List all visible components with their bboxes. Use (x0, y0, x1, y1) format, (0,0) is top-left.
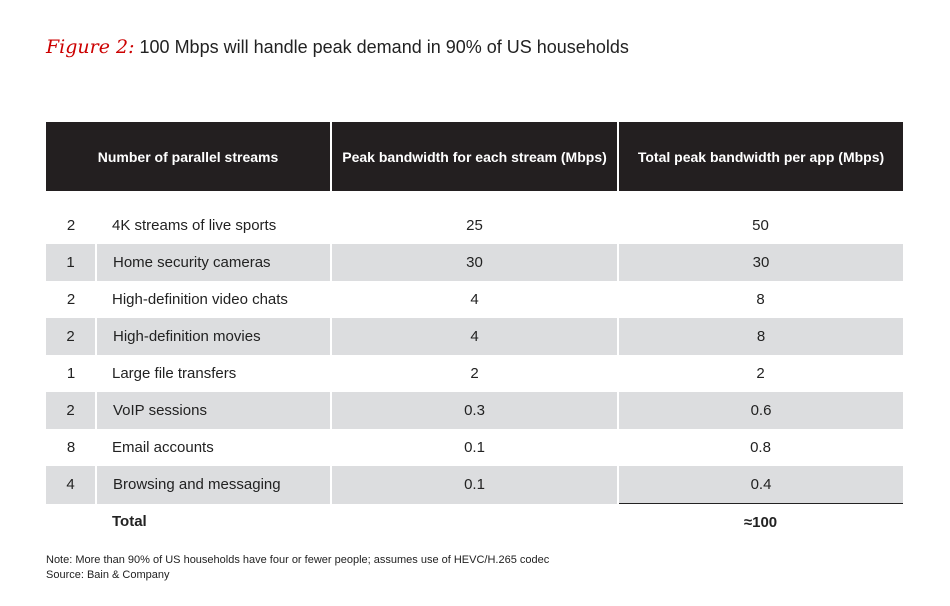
table-row: 2 High-definition movies 4 8 (46, 318, 904, 355)
table-row: 1 Large file transfers 2 2 (46, 355, 903, 392)
stream-count-cell: 2 (46, 392, 97, 429)
stream-count-cell: 2 (66, 217, 76, 234)
app-name-cell: Home security cameras (96, 244, 333, 281)
peak-bandwidth-cell: 4 (331, 318, 620, 355)
stream-count-cell: 2 (66, 291, 76, 308)
peak-bandwidth-cell: 4 (470, 291, 479, 308)
peak-bandwidth-cell: 0.1 (331, 466, 620, 504)
figure-title: Figure 2: 100 Mbps will handle peak dema… (46, 36, 629, 58)
total-bandwidth-cell: 0.6 (618, 392, 904, 429)
total-bandwidth-cell: 2 (756, 365, 765, 382)
footnote-text: Note: More than 90% of US households hav… (46, 554, 550, 566)
app-name-cell: 4K streams of live sports (112, 217, 277, 234)
stream-count-cell: 1 (66, 365, 76, 382)
table-row: 2 High-definition video chats 4 8 (46, 281, 903, 318)
app-name-cell: VoIP sessions (96, 392, 333, 429)
footnote: Note: More than 90% of US households hav… (46, 553, 549, 583)
total-row: Total ≈100 (46, 504, 903, 541)
source-text: Source: Bain & Company (46, 569, 170, 581)
peak-bandwidth-cell: 0.3 (331, 392, 620, 429)
total-bandwidth-cell: 0.8 (750, 439, 771, 456)
total-bandwidth-cell: 50 (752, 217, 769, 234)
table-body: 2 4K streams of live sports 25 50 1 Home secu… (46, 207, 904, 504)
app-name-cell: Email accounts (112, 439, 214, 456)
app-name-cell: High-definition movies (96, 318, 333, 355)
total-bandwidth-cell: 8 (756, 291, 765, 308)
header-total-per-app: Total peak bandwidth per app (Mbps) (618, 122, 904, 191)
peak-bandwidth-cell: 30 (331, 244, 620, 281)
stream-count-cell: 4 (46, 466, 97, 504)
figure-title-text: 100 Mbps will handle peak demand in 90% … (139, 37, 629, 57)
total-bandwidth-cell: 8 (618, 318, 904, 355)
table-row: 8 Email accounts 0.1 0.8 (46, 429, 903, 466)
table-row: 2 4K streams of live sports 25 50 (46, 207, 903, 244)
app-name-cell: High-definition video chats (112, 291, 288, 308)
stream-count-cell: 8 (66, 439, 76, 456)
total-label: Total (112, 513, 147, 531)
table-row: 2 VoIP sessions 0.3 0.6 (46, 392, 904, 429)
header-peak-per-stream: Peak bandwidth for each stream (Mbps) (331, 122, 620, 191)
table-row: 1 Home security cameras 30 30 (46, 244, 904, 281)
total-bandwidth-cell: 0.4 (618, 466, 904, 504)
header-streams: Number of parallel streams (46, 122, 333, 191)
figure-label: Figure 2: (46, 36, 135, 58)
stream-count-cell: 1 (46, 244, 97, 281)
table-row: 4 Browsing and messaging 0.1 0.4 (46, 466, 904, 504)
total-value: ≈100 (743, 513, 778, 531)
peak-bandwidth-cell: 0.1 (464, 439, 485, 456)
app-name-cell: Large file transfers (112, 365, 237, 382)
peak-bandwidth-cell: 25 (466, 217, 483, 234)
peak-bandwidth-cell: 2 (470, 365, 479, 382)
bandwidth-table: Number of parallel streams Peak bandwidt… (46, 122, 904, 541)
app-name-cell: Browsing and messaging (96, 466, 333, 504)
total-bandwidth-cell: 30 (618, 244, 904, 281)
stream-count-cell: 2 (46, 318, 97, 355)
